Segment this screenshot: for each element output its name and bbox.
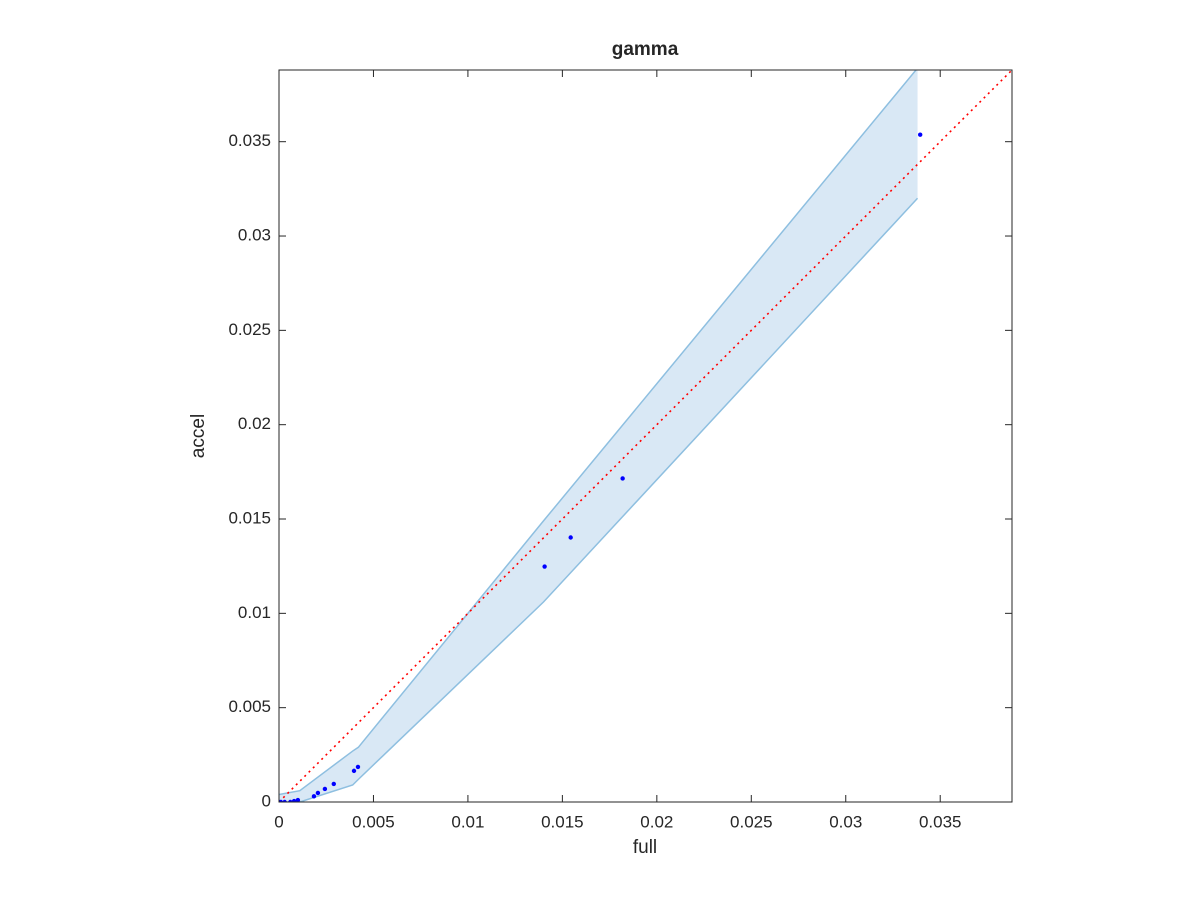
- x-tick-label: 0.015: [541, 812, 584, 831]
- x-tick-label: 0.03: [829, 812, 862, 831]
- point: [542, 564, 547, 569]
- point: [279, 799, 284, 802]
- x-tick-label: 0.025: [730, 812, 773, 831]
- x-tick-label: 0.005: [352, 812, 395, 831]
- y-axis-label: accel: [188, 414, 209, 458]
- reference-line: [279, 70, 1012, 802]
- x-tick-label: 0: [274, 812, 283, 831]
- y-tick-label: 0.025: [228, 320, 271, 339]
- y-tick-label: 0.03: [238, 226, 271, 245]
- band-lower-edge: [279, 197, 919, 802]
- point: [331, 781, 336, 787]
- y-tick-label: 0.01: [238, 603, 271, 622]
- axes-box: [278, 69, 1013, 803]
- point: [620, 476, 625, 481]
- y-tick-label: 0.035: [228, 131, 271, 150]
- point: [288, 799, 293, 802]
- point: [291, 798, 297, 802]
- point: [282, 799, 287, 802]
- y-tick-label: 0.005: [228, 697, 271, 716]
- point: [322, 786, 328, 792]
- point: [351, 768, 357, 774]
- point: [568, 535, 573, 540]
- point: [355, 764, 361, 770]
- chart-title: gamma: [612, 39, 679, 60]
- band-upper-edge: [279, 70, 917, 796]
- point: [917, 132, 923, 137]
- y-tick-label: 0.015: [228, 508, 271, 527]
- y-tick-label: 0: [262, 791, 271, 810]
- band-area: [279, 70, 918, 802]
- point: [311, 794, 317, 799]
- point: [315, 790, 321, 796]
- y-tick-label: 0.02: [238, 414, 271, 433]
- plot-area: [279, 70, 1012, 802]
- x-tick-label: 0.02: [640, 812, 673, 831]
- x-tick-label: 0.01: [451, 812, 484, 831]
- x-tick-label: 0.035: [919, 812, 962, 831]
- x-axis-label: full: [633, 837, 657, 858]
- point: [295, 797, 301, 802]
